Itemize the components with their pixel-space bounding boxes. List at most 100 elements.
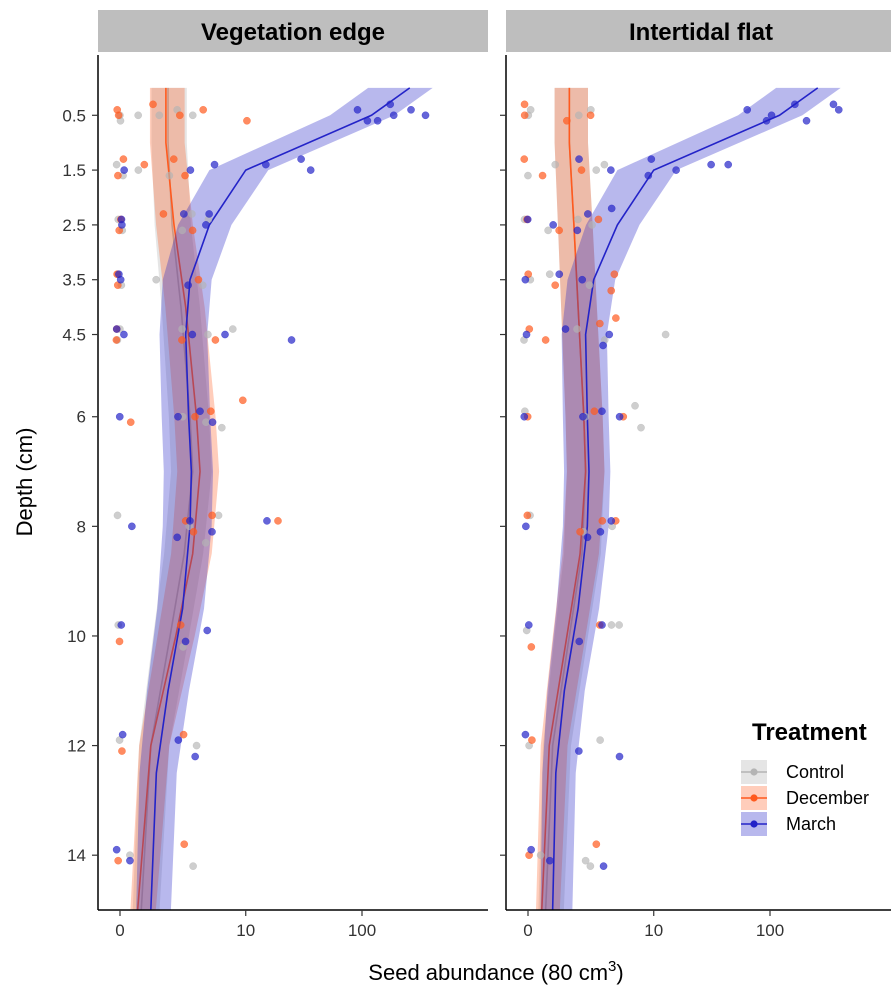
data-point-march-intertidal-flat [596, 527, 605, 536]
data-point-march-intertidal-flat [545, 856, 554, 865]
x-axis-title-suffix: ) [616, 960, 623, 985]
data-point-march-intertidal-flat [573, 226, 582, 235]
ribbon-control-vegetation-edge [132, 87, 212, 910]
data-point-december-intertidal-flat [592, 840, 601, 849]
data-point-control-intertidal-flat [581, 856, 590, 865]
data-point-december-vegetation-edge [176, 621, 185, 629]
data-point-december-intertidal-flat [551, 281, 560, 290]
trend-line-december-vegetation-edge [136, 87, 201, 911]
data-point-march-intertidal-flat [607, 204, 616, 213]
data-point-march-vegetation-edge [389, 111, 398, 120]
data-point-control-vegetation-edge [113, 511, 122, 520]
data-point-december-vegetation-edge [126, 418, 135, 427]
data-point-december-vegetation-edge [114, 171, 122, 180]
data-point-march-intertidal-flat [522, 330, 531, 339]
data-point-control-intertidal-flat [573, 325, 581, 333]
legend-point-control [750, 768, 758, 776]
legend-point-march [750, 820, 758, 828]
data-point-december-intertidal-flat [528, 736, 536, 744]
legend-point-december [750, 794, 758, 802]
ribbon-december-vegetation-edge [130, 87, 220, 910]
data-point-march-intertidal-flat [583, 210, 592, 218]
data-point-march-vegetation-edge [297, 155, 305, 163]
data-point-december-intertidal-flat [527, 643, 536, 651]
data-point-december-intertidal-flat [523, 511, 532, 520]
strip-label-intertidal-flat: Intertidal flat [629, 19, 773, 46]
x-tick-label-intertidal-flat: 10 [644, 921, 663, 940]
data-point-march-intertidal-flat [644, 171, 653, 180]
data-point-march-vegetation-edge [118, 730, 127, 739]
ribbon-control-intertidal-flat [538, 87, 605, 910]
data-point-march-intertidal-flat [522, 522, 530, 531]
data-point-march-intertidal-flat [615, 752, 624, 761]
data-point-march-intertidal-flat [607, 517, 616, 525]
data-point-march-intertidal-flat [598, 621, 606, 629]
data-point-control-intertidal-flat [544, 226, 552, 235]
data-point-control-vegetation-edge [228, 325, 237, 333]
data-point-december-intertidal-flat [555, 226, 563, 235]
data-point-march-vegetation-edge [186, 166, 195, 174]
data-point-march-vegetation-edge [386, 100, 395, 109]
data-point-march-vegetation-edge [205, 210, 213, 218]
data-point-march-intertidal-flat [574, 747, 583, 755]
data-point-march-vegetation-edge [174, 736, 183, 744]
data-point-december-vegetation-edge [243, 116, 251, 125]
data-point-control-intertidal-flat [592, 166, 601, 174]
data-point-march-vegetation-edge [117, 621, 126, 629]
y-axis-ticks: 0.5 1.5 2.5 3.5 4.5 6 8 10 12 14 [62, 106, 506, 865]
data-point-march-intertidal-flat [521, 275, 530, 284]
data-point-control-vegetation-edge [178, 325, 186, 333]
x-axis-title-main: Seed abundance (80 cm [368, 960, 608, 985]
data-point-march-intertidal-flat [561, 325, 570, 333]
data-point-control-intertidal-flat [545, 270, 554, 279]
data-point-control-vegetation-edge [214, 511, 223, 520]
data-point-march-vegetation-edge [174, 412, 182, 421]
data-point-march-intertidal-flat [555, 270, 564, 279]
y-tick-label: 3.5 [62, 271, 86, 290]
strip-label-vegetation-edge: Vegetation edge [201, 19, 385, 46]
y-tick-label: 12 [67, 737, 86, 756]
data-point-march-vegetation-edge [115, 412, 124, 421]
data-point-march-vegetation-edge [116, 275, 125, 284]
data-point-march-vegetation-edge [126, 856, 134, 865]
y-tick-label: 8 [77, 517, 86, 536]
plot-area-vegetation-edge [112, 87, 433, 911]
y-tick-label: 1.5 [62, 161, 86, 180]
data-point-march-vegetation-edge [120, 330, 128, 339]
data-point-march-vegetation-edge [179, 210, 188, 218]
data-point-december-vegetation-edge [115, 637, 124, 646]
x-axis-title-superscript: 3 [608, 958, 616, 975]
data-point-march-intertidal-flat [605, 330, 614, 339]
data-point-march-intertidal-flat [802, 116, 811, 125]
data-point-control-intertidal-flat [607, 621, 616, 629]
data-point-december-intertidal-flat [598, 517, 607, 525]
data-point-control-intertidal-flat [551, 160, 560, 169]
data-point-december-vegetation-edge [112, 336, 121, 344]
data-point-december-intertidal-flat [594, 215, 603, 224]
plot-area-intertidal-flat [520, 87, 843, 911]
data-point-control-vegetation-edge [198, 281, 207, 290]
strip-background-vegetation-edge [98, 10, 488, 52]
data-point-march-vegetation-edge [118, 221, 126, 229]
y-tick-label: 2.5 [62, 216, 86, 235]
data-point-december-vegetation-edge [119, 155, 128, 163]
y-tick-label: 14 [67, 846, 86, 865]
data-point-march-vegetation-edge [186, 517, 194, 525]
data-point-march-vegetation-edge [112, 325, 121, 333]
data-point-control-vegetation-edge [188, 210, 196, 218]
data-point-december-intertidal-flat [520, 155, 529, 163]
data-point-control-vegetation-edge [155, 111, 164, 120]
x-tick-label-intertidal-flat: 0 [523, 921, 532, 940]
data-point-march-intertidal-flat [615, 412, 624, 421]
legend-label-december: December [786, 788, 869, 808]
data-point-march-intertidal-flat [743, 105, 752, 114]
trend-line-march-vegetation-edge [150, 87, 411, 911]
ribbon-march-vegetation-edge [136, 87, 433, 910]
data-point-december-intertidal-flat [577, 166, 586, 174]
data-point-december-vegetation-edge [175, 111, 184, 120]
strip-background-intertidal-flat [506, 10, 891, 52]
x-tick-label-vegetation-edge: 100 [348, 921, 376, 940]
data-point-december-vegetation-edge [140, 160, 149, 169]
